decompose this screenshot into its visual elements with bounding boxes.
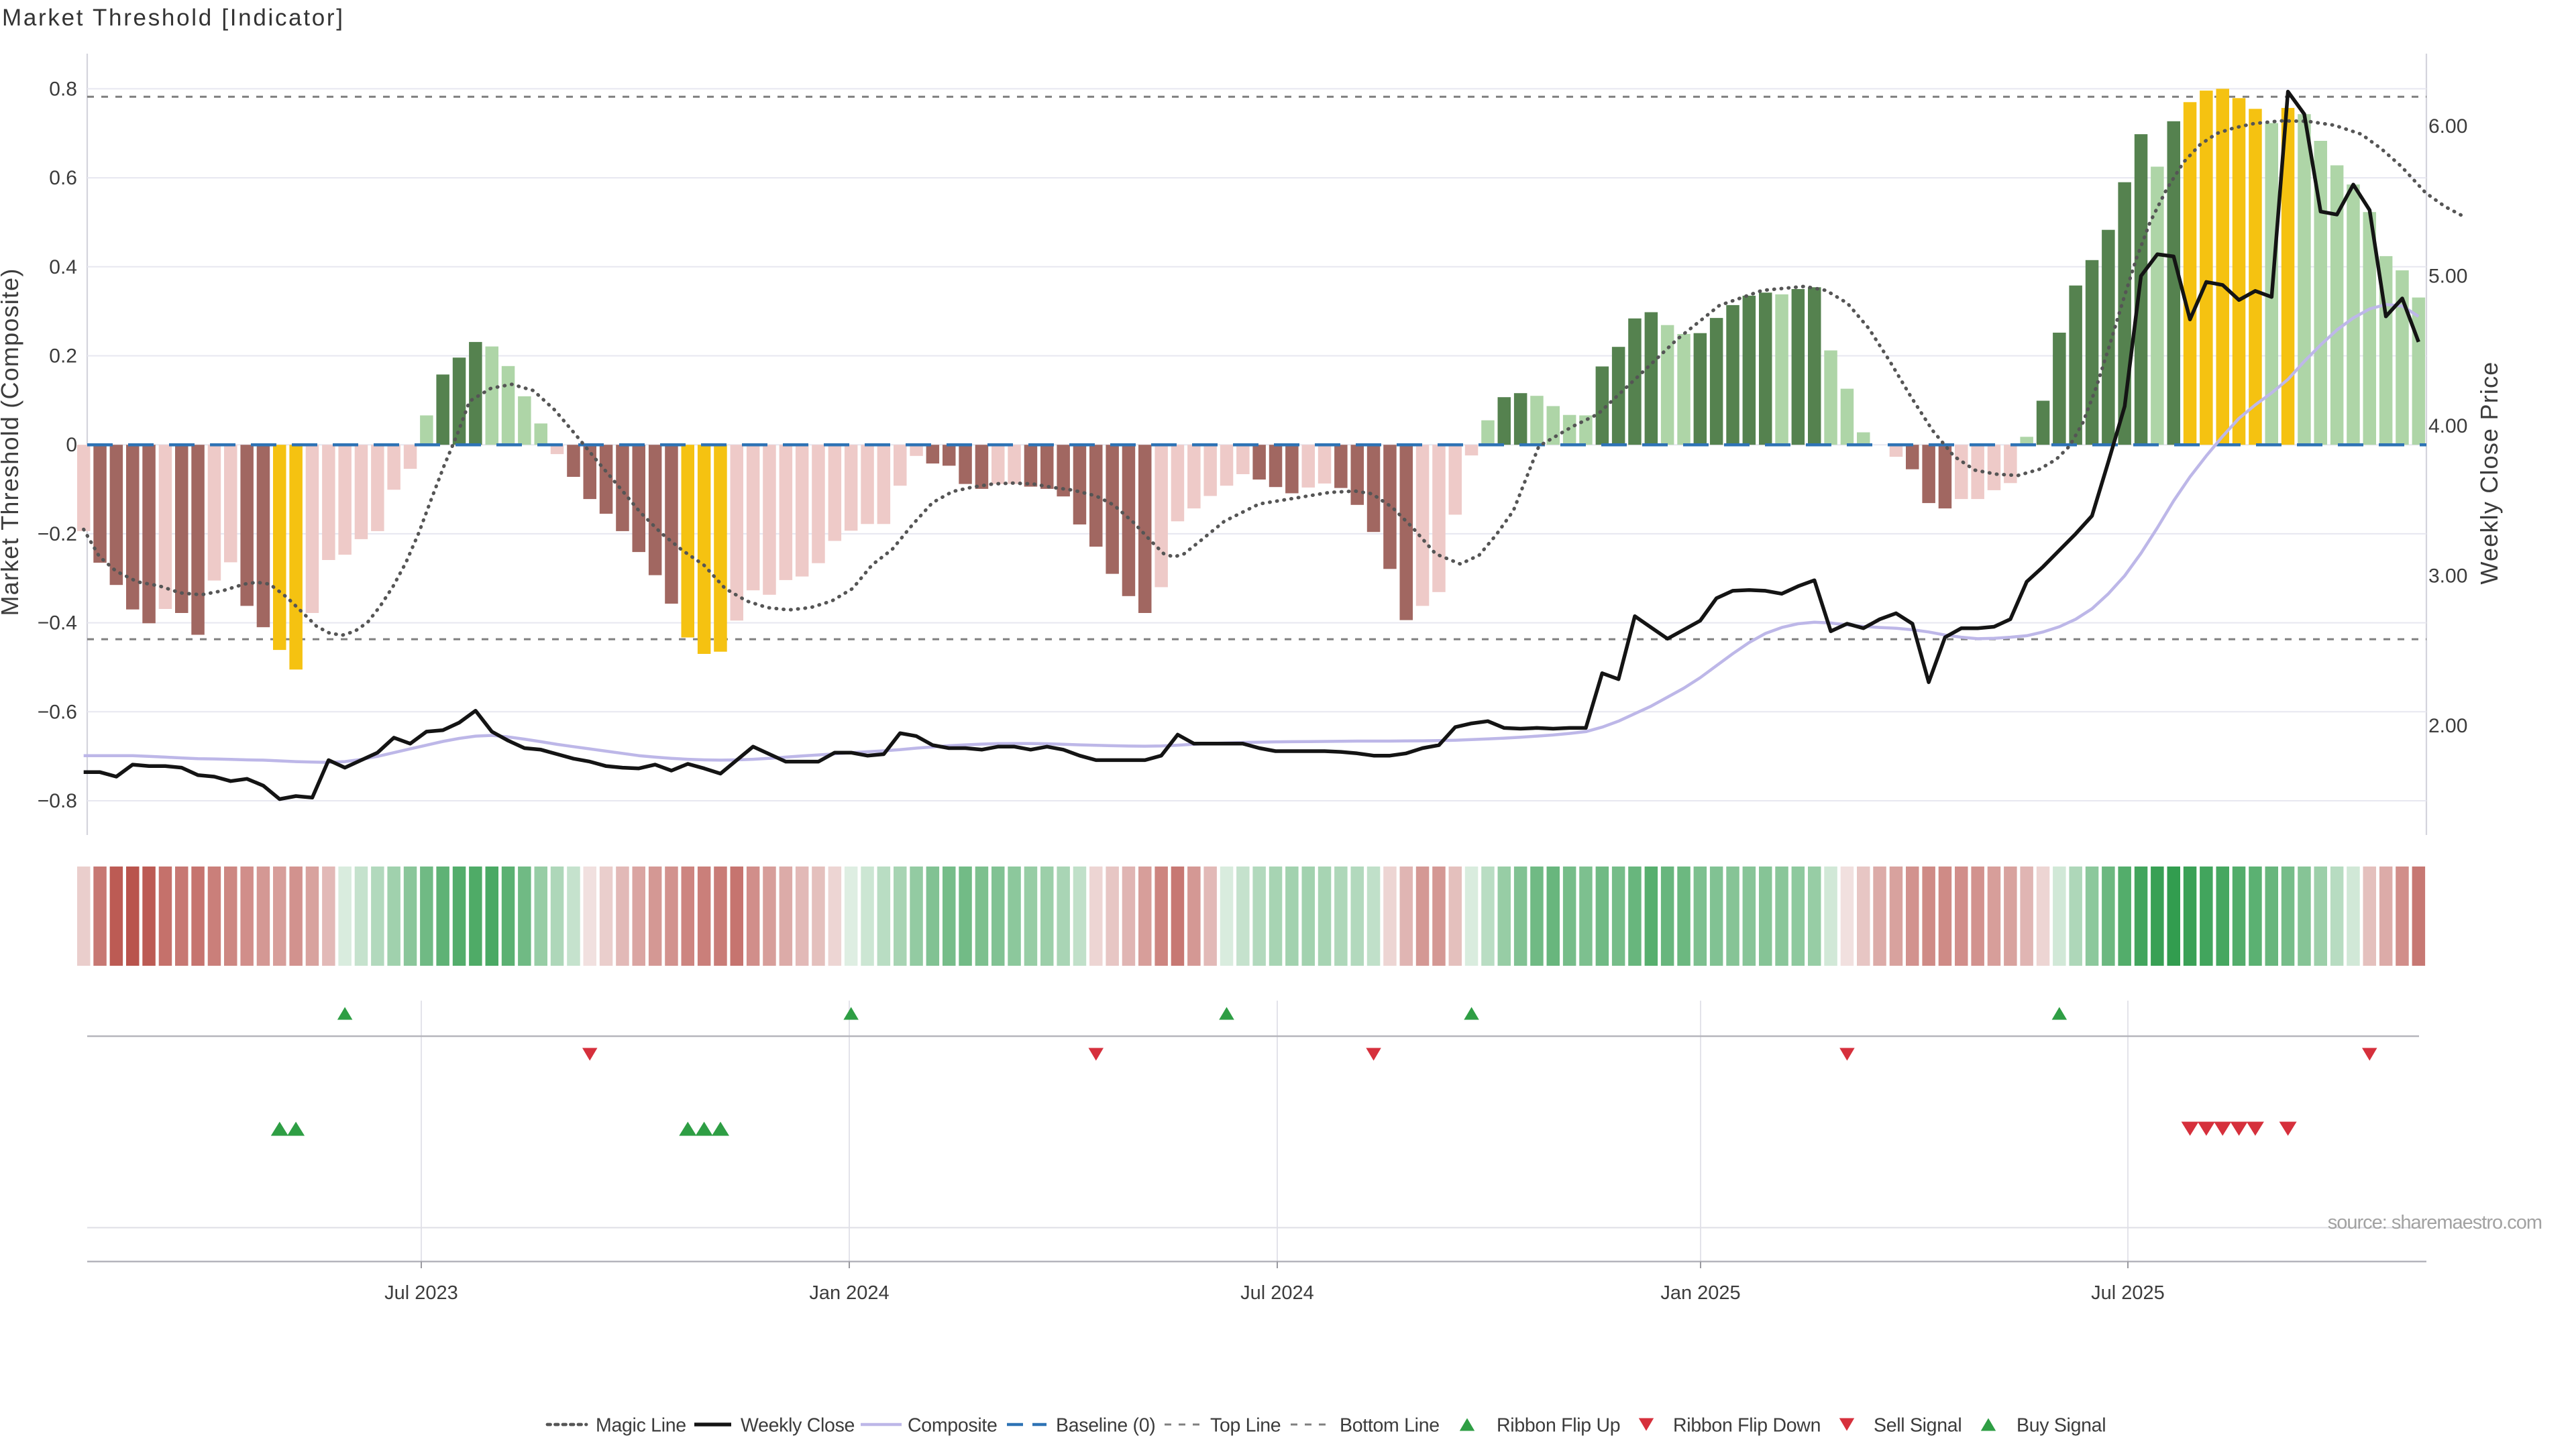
svg-text:4.00: 4.00: [2428, 415, 2467, 437]
svg-text:Ribbon Flip Down: Ribbon Flip Down: [1673, 1415, 1821, 1437]
svg-text:Jul 2023: Jul 2023: [384, 1282, 458, 1304]
svg-text:source: sharemaestro.com: source: sharemaestro.com: [2328, 1212, 2542, 1233]
svg-text:Top Line: Top Line: [1210, 1415, 1281, 1437]
svg-text:0.4: 0.4: [49, 256, 77, 278]
svg-text:Composite: Composite: [908, 1415, 998, 1437]
svg-text:0.8: 0.8: [49, 78, 77, 100]
svg-text:Ribbon Flip Up: Ribbon Flip Up: [1497, 1415, 1620, 1437]
svg-text:−0.6: −0.6: [38, 701, 77, 723]
svg-text:0: 0: [66, 434, 77, 456]
svg-text:Magic Line: Magic Line: [596, 1415, 686, 1437]
svg-text:6.00: 6.00: [2428, 115, 2467, 137]
svg-text:Buy Signal: Buy Signal: [2017, 1415, 2106, 1437]
svg-text:Jul 2024: Jul 2024: [1240, 1282, 1314, 1304]
svg-text:Market Threshold [Indicator]: Market Threshold [Indicator]: [2, 5, 345, 31]
svg-text:−0.2: −0.2: [38, 523, 77, 545]
svg-text:Market Threshold (Composite): Market Threshold (Composite): [0, 268, 23, 616]
svg-text:0.2: 0.2: [49, 345, 77, 368]
svg-text:−0.4: −0.4: [38, 612, 77, 634]
svg-text:Weekly Close: Weekly Close: [741, 1415, 855, 1437]
svg-text:Jul 2025: Jul 2025: [2091, 1282, 2165, 1304]
svg-text:5.00: 5.00: [2428, 266, 2467, 288]
svg-text:Baseline (0): Baseline (0): [1056, 1415, 1155, 1437]
svg-text:Weekly Close Price: Weekly Close Price: [2475, 361, 2503, 584]
svg-text:3.00: 3.00: [2428, 565, 2467, 588]
svg-text:−0.8: −0.8: [38, 790, 77, 812]
svg-text:Sell Signal: Sell Signal: [1874, 1415, 1962, 1437]
svg-text:Jan 2025: Jan 2025: [1660, 1282, 1740, 1304]
svg-text:Jan 2024: Jan 2024: [809, 1282, 889, 1304]
svg-text:Bottom Line: Bottom Line: [1340, 1415, 1440, 1437]
svg-text:0.6: 0.6: [49, 167, 77, 189]
svg-text:2.00: 2.00: [2428, 715, 2467, 737]
